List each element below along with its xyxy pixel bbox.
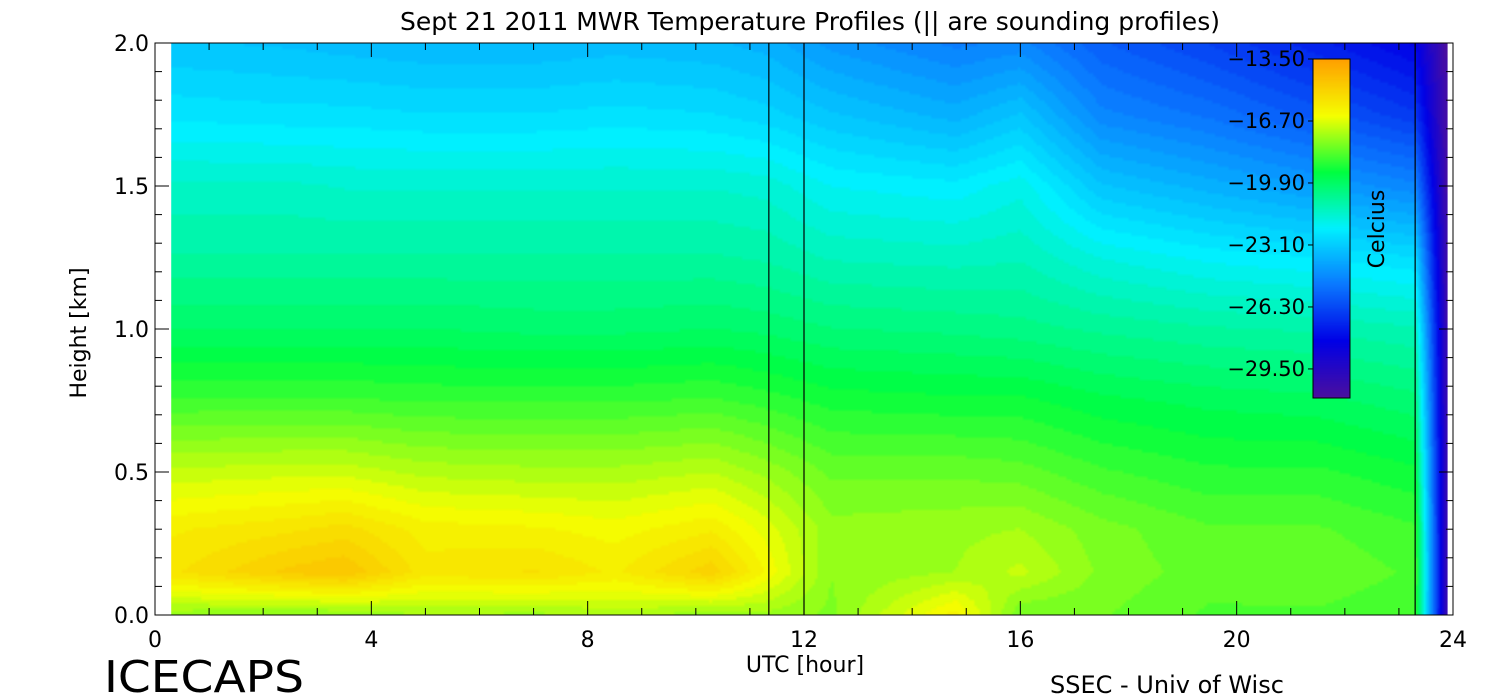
sounding-profile-markers [768,43,1416,615]
colorbar-gradient [1313,59,1350,398]
y-tick-label: 2.0 [114,32,149,57]
colorbar-ticks: −13.50 −16.70 −19.90 −23.10 −26.30 −29.50 [1227,47,1313,381]
temperature-heatmap [171,43,1448,615]
x-axis: 0 4 8 12 16 20 24 [148,43,1467,653]
y-axis-label: Height [km] [67,267,92,398]
x-tick-label: 8 [581,628,595,653]
ssec-credit: SSEC - Univ of Wisc [1050,671,1284,699]
y-tick-label: 0.0 [114,604,149,629]
x-tick-label: 4 [364,628,378,653]
colorbar-tick-label: −23.10 [1227,233,1305,257]
x-tick-label: 12 [790,628,818,653]
x-tick-label: 20 [1223,628,1251,653]
x-tick-label: 24 [1439,628,1467,653]
chart-title: Sept 21 2011 MWR Temperature Profiles (|… [400,7,1220,36]
colorbar-tick-label: −13.50 [1227,47,1305,71]
x-tick-label: 16 [1006,628,1034,653]
colorbar: −13.50 −16.70 −19.90 −23.10 −26.30 −29.50 Cel… [1227,47,1390,399]
x-axis-label: UTC [hour] [746,653,864,678]
x-tick-label: 0 [148,628,162,653]
colorbar-tick-label: −16.70 [1227,109,1305,133]
y-tick-label: 0.5 [114,461,149,486]
colorbar-tick-label: −29.50 [1227,357,1305,381]
colorbar-tick-label: −26.30 [1227,295,1305,319]
colorbar-frame [1312,58,1351,399]
y-axis: 0.0 0.5 1.0 1.5 2.0 [114,32,1453,629]
y-tick-label: 1.5 [114,175,149,200]
colorbar-label: Celcius [1365,190,1390,269]
colorbar-tick-label: −19.90 [1227,171,1305,195]
y-tick-label: 1.0 [114,318,149,343]
icecaps-brand: ICECAPS [104,652,304,700]
